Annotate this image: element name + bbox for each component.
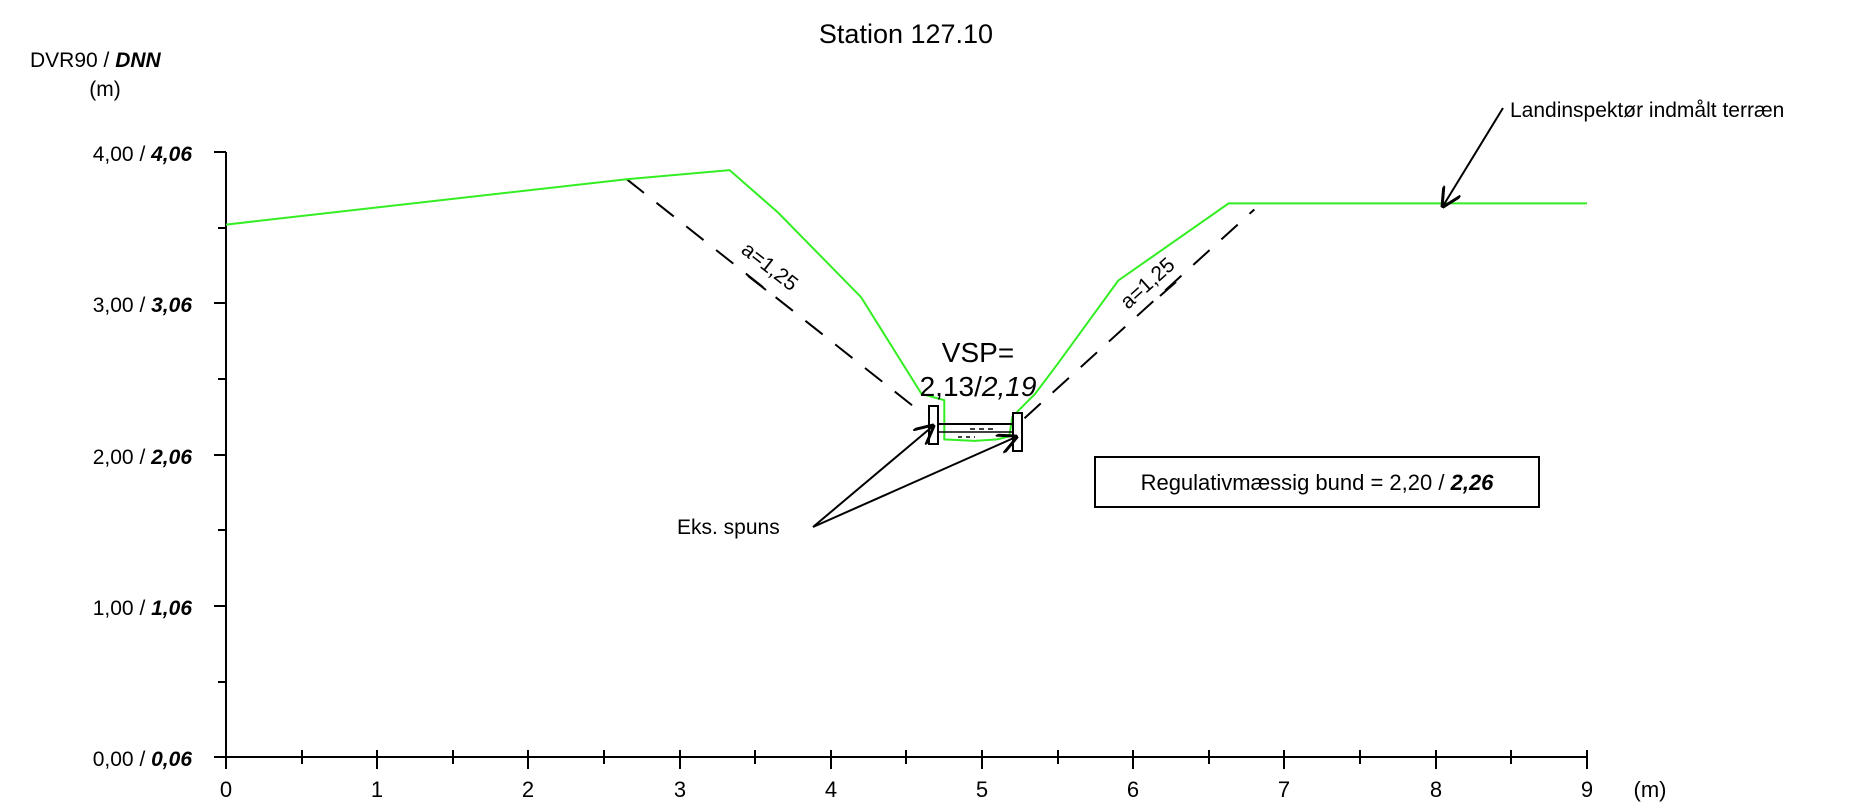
y-tick-label: 2,00 / 2,06 <box>93 446 193 469</box>
y-tick-label: 0,00 / 0,06 <box>93 748 193 771</box>
x-tick-label: 2 <box>522 777 534 802</box>
y-axis-tick-labels: 0,00 / 0,06 1,00 / 1,06 2,00 / 2,06 3,00… <box>93 143 193 771</box>
y-axis-unit: (m) <box>89 78 120 101</box>
y-axis-ticks <box>214 151 226 758</box>
x-tick-label: 9 <box>1581 777 1593 802</box>
y-axis-label: DVR90 / DNN <box>30 49 162 72</box>
spuns-label: Eks. spuns <box>677 516 780 539</box>
slope-label-right-underline <box>1159 281 1177 297</box>
slope-line-left <box>626 178 926 416</box>
x-tick-label: 7 <box>1278 777 1290 802</box>
slope-line-right <box>1023 208 1255 419</box>
diagram-title: Station 127.10 <box>819 19 993 49</box>
slope-label-left-underline <box>747 275 767 291</box>
x-tick-label: 5 <box>976 777 988 802</box>
y-tick-label: 1,00 / 1,06 <box>93 597 193 620</box>
x-tick-label: 6 <box>1127 777 1139 802</box>
x-tick-label: 3 <box>674 777 686 802</box>
terrain-label: Landinspektør indmålt terræn <box>1510 99 1784 122</box>
sheet-pile-left <box>928 405 939 445</box>
sheet-pile-right <box>1012 412 1023 452</box>
y-tick-label: 4,00 / 4,06 <box>93 143 193 166</box>
terrain-line <box>225 169 1587 442</box>
slope-label-right: a=1,25 <box>1116 253 1180 313</box>
spuns-leader-right <box>812 437 1016 528</box>
regulativ-text: Regulativmæssig bund = 2,20 / 2,26 <box>1141 470 1495 495</box>
y-tick-label: 3,00 / 3,06 <box>93 294 193 317</box>
spuns-leader-left <box>812 426 933 528</box>
vsp-label: VSP= <box>942 337 1014 368</box>
regulativ-box <box>1094 456 1540 508</box>
terrain-leader <box>1443 107 1504 206</box>
x-axis-ticks <box>225 750 1588 769</box>
water-surface-symbol <box>938 423 1013 438</box>
x-tick-label: 8 <box>1430 777 1442 802</box>
x-axis-unit: (m) <box>1634 777 1667 802</box>
x-tick-label: 1 <box>371 777 383 802</box>
x-tick-label: 0 <box>220 777 232 802</box>
x-axis-tick-labels: 0 1 2 3 4 5 6 7 8 9 <box>220 777 1593 802</box>
slope-label-left: a=1,25 <box>737 238 802 296</box>
x-tick-label: 4 <box>825 777 837 802</box>
vsp-value: 2,13/2,19 <box>920 371 1037 402</box>
